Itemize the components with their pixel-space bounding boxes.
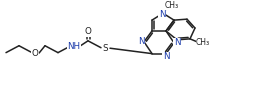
Text: CH₃: CH₃: [165, 1, 179, 10]
Text: N: N: [163, 52, 169, 61]
Text: N: N: [159, 10, 165, 19]
Text: O: O: [31, 49, 38, 58]
Text: S: S: [102, 44, 108, 53]
Text: N: N: [174, 38, 180, 47]
Text: NH: NH: [67, 42, 81, 51]
Text: N: N: [138, 37, 144, 46]
Text: CH₃: CH₃: [196, 38, 210, 47]
Text: O: O: [84, 27, 91, 36]
